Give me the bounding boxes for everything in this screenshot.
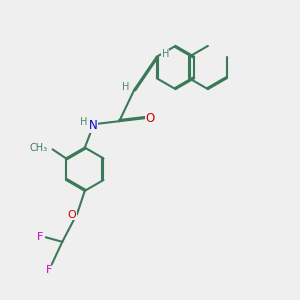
Text: H: H [161,49,169,59]
Text: N: N [89,119,98,132]
Text: F: F [46,265,52,275]
Text: H: H [122,82,130,92]
Text: F: F [37,232,43,242]
Text: H: H [80,117,87,127]
Text: O: O [68,210,76,220]
Text: CH₃: CH₃ [30,143,48,153]
Text: O: O [146,112,155,125]
